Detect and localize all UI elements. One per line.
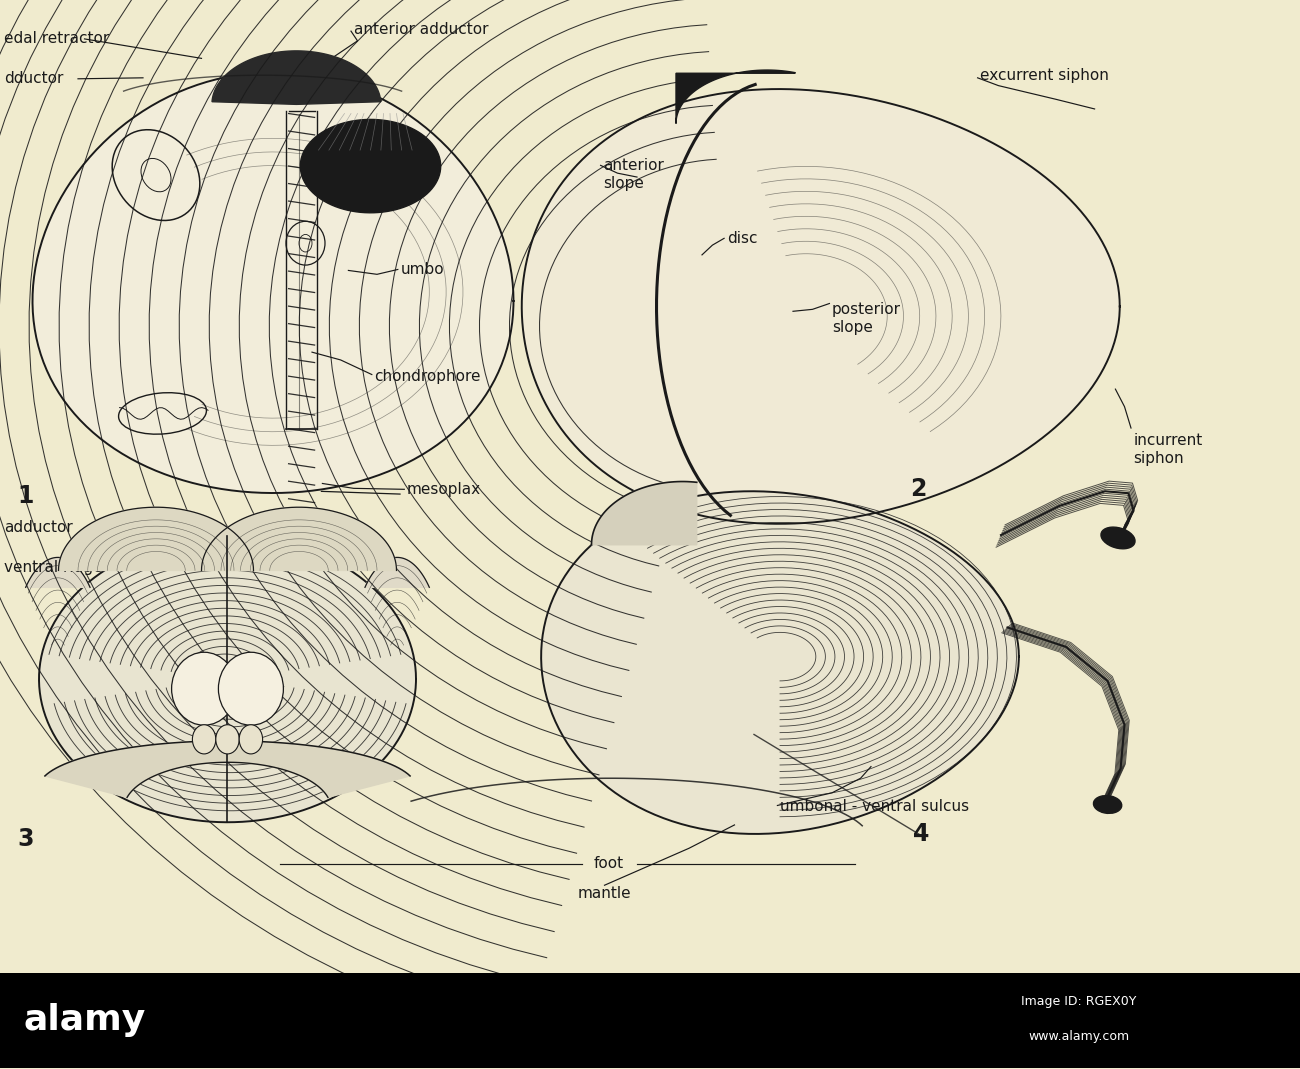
Text: posterior
slope: posterior slope	[832, 301, 901, 336]
Text: alamy: alamy	[23, 1004, 146, 1037]
Text: excurrent siphon: excurrent siphon	[980, 68, 1109, 83]
Polygon shape	[32, 73, 514, 493]
Text: Image ID: RGEX0Y: Image ID: RGEX0Y	[1022, 995, 1136, 1008]
Polygon shape	[592, 481, 697, 545]
Text: chondrophore: chondrophore	[374, 369, 481, 384]
Text: 1: 1	[17, 484, 34, 508]
Text: incurrent
siphon: incurrent siphon	[1134, 433, 1202, 466]
Text: 2: 2	[910, 478, 927, 501]
Text: 4: 4	[913, 822, 929, 846]
Ellipse shape	[192, 725, 216, 754]
Ellipse shape	[172, 652, 237, 725]
Text: adductor: adductor	[4, 520, 73, 534]
Text: mantle: mantle	[577, 885, 632, 900]
Polygon shape	[58, 507, 254, 571]
Polygon shape	[300, 120, 441, 213]
Ellipse shape	[1093, 795, 1122, 814]
Polygon shape	[365, 557, 429, 587]
Text: ventral ridge: ventral ridge	[4, 560, 103, 575]
Text: edal retractor: edal retractor	[4, 31, 109, 46]
Polygon shape	[46, 741, 410, 797]
Polygon shape	[39, 536, 416, 822]
Text: anterior
slope: anterior slope	[603, 157, 664, 191]
Polygon shape	[541, 492, 1019, 834]
Polygon shape	[26, 557, 90, 587]
Text: mesoplax: mesoplax	[407, 482, 481, 497]
Ellipse shape	[216, 725, 239, 754]
Text: umbo: umbo	[400, 262, 445, 277]
Polygon shape	[202, 507, 396, 571]
Text: 3: 3	[17, 826, 34, 851]
Ellipse shape	[1101, 527, 1135, 548]
Text: anterior adductor: anterior adductor	[354, 21, 488, 36]
Text: www.alamy.com: www.alamy.com	[1028, 1029, 1130, 1042]
Bar	[0, 973, 1300, 1068]
Polygon shape	[676, 71, 796, 124]
Text: umbonal - ventral sulcus: umbonal - ventral sulcus	[780, 799, 968, 814]
Polygon shape	[521, 89, 1119, 524]
Text: foot: foot	[593, 856, 624, 871]
Text: dductor: dductor	[4, 72, 64, 87]
Ellipse shape	[218, 652, 283, 725]
Text: disc: disc	[727, 231, 757, 246]
Polygon shape	[212, 51, 381, 105]
Ellipse shape	[239, 725, 263, 754]
